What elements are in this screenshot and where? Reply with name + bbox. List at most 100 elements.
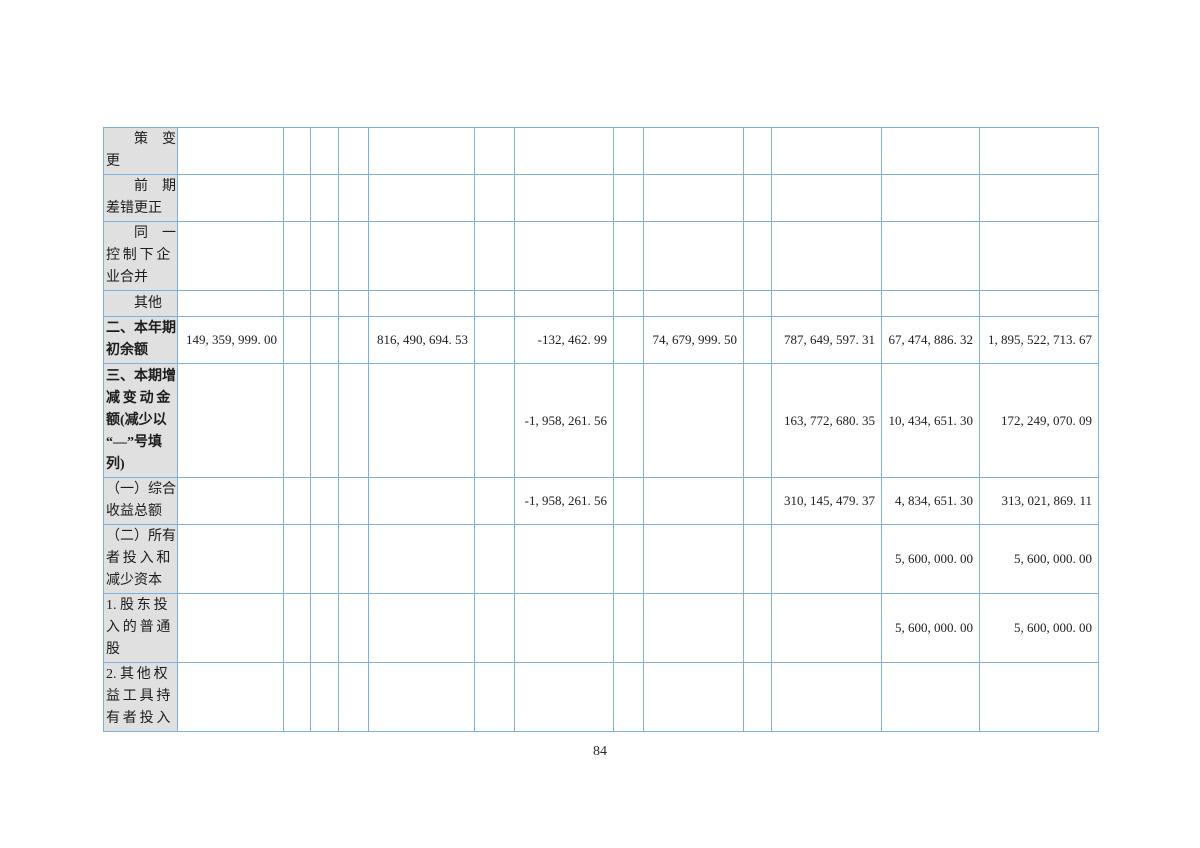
amount-cell: 816, 490, 694. 53	[368, 316, 475, 364]
row-label: 三、本期增 减 变 动 金 额(减少以 “—”号填 列)	[103, 363, 178, 478]
empty-cell	[283, 524, 311, 594]
empty-cell	[338, 477, 369, 525]
empty-cell	[881, 290, 980, 317]
empty-cell	[643, 290, 744, 317]
empty-cell	[474, 477, 515, 525]
empty-cell	[514, 174, 614, 222]
empty-cell	[613, 290, 644, 317]
row-label: 其他	[103, 290, 178, 317]
empty-cell	[771, 524, 882, 594]
empty-cell	[643, 524, 744, 594]
empty-cell	[743, 316, 772, 364]
row-label: 二、本年期 初余额	[103, 316, 178, 364]
empty-cell	[514, 127, 614, 175]
empty-cell	[643, 477, 744, 525]
amount-cell: 313, 021, 869. 11	[979, 477, 1099, 525]
empty-cell	[368, 290, 475, 317]
empty-cell	[771, 174, 882, 222]
empty-cell	[979, 221, 1099, 291]
empty-cell	[368, 662, 475, 732]
empty-cell	[743, 477, 772, 525]
empty-cell	[310, 290, 339, 317]
empty-cell	[979, 290, 1099, 317]
empty-cell	[310, 593, 339, 663]
empty-cell	[338, 662, 369, 732]
table-row-other: 其他	[103, 290, 1099, 317]
empty-cell	[979, 662, 1099, 732]
empty-cell	[743, 593, 772, 663]
amount-cell: -1, 958, 261. 56	[514, 477, 614, 525]
empty-cell	[474, 174, 515, 222]
empty-cell	[643, 363, 744, 478]
empty-cell	[514, 524, 614, 594]
amount-cell: -1, 958, 261. 56	[514, 363, 614, 478]
amount-cell: 5, 600, 000. 00	[979, 524, 1099, 594]
empty-cell	[474, 662, 515, 732]
empty-cell	[743, 662, 772, 732]
empty-cell	[368, 363, 475, 478]
empty-cell	[368, 174, 475, 222]
table-row-accounting-policy-change-continued: 策 变 更	[103, 127, 1099, 175]
empty-cell	[338, 290, 369, 317]
empty-cell	[283, 477, 311, 525]
empty-cell	[177, 477, 284, 525]
empty-cell	[177, 174, 284, 222]
empty-cell	[613, 174, 644, 222]
empty-cell	[743, 127, 772, 175]
page-number: 84	[593, 744, 607, 759]
empty-cell	[643, 662, 744, 732]
row-label: 2. 其 他 权 益 工 具 持 有 者 投 入	[103, 662, 178, 732]
amount-cell: 172, 249, 070. 09	[979, 363, 1099, 478]
empty-cell	[338, 221, 369, 291]
empty-cell	[310, 316, 339, 364]
row-label: 1. 股 东 投 入 的 普 通 股	[103, 593, 178, 663]
empty-cell	[474, 290, 515, 317]
amount-cell: 5, 600, 000. 00	[979, 593, 1099, 663]
empty-cell	[310, 174, 339, 222]
empty-cell	[474, 524, 515, 594]
empty-cell	[613, 593, 644, 663]
row-label: 同 一 控 制 下 企 业合并	[103, 221, 178, 291]
empty-cell	[474, 221, 515, 291]
amount-cell: 149, 359, 999. 00	[177, 316, 284, 364]
empty-cell	[613, 477, 644, 525]
empty-cell	[283, 221, 311, 291]
row-label: 策 变 更	[103, 127, 178, 175]
empty-cell	[310, 221, 339, 291]
amount-cell: 67, 474, 886. 32	[881, 316, 980, 364]
amount-cell: 1, 895, 522, 713. 67	[979, 316, 1099, 364]
amount-cell: 163, 772, 680. 35	[771, 363, 882, 478]
empty-cell	[881, 127, 980, 175]
empty-cell	[474, 127, 515, 175]
empty-cell	[881, 174, 980, 222]
empty-cell	[643, 127, 744, 175]
empty-cell	[613, 127, 644, 175]
empty-cell	[368, 524, 475, 594]
empty-cell	[310, 363, 339, 478]
empty-cell	[643, 174, 744, 222]
row-label: （一）综合 收益总额	[103, 477, 178, 525]
equity-change-table: 策 变 更 前 期 差错更正 同 一 控 制 下 企 业合并 其他 二、本年期 初…	[103, 127, 1099, 732]
row-label: 前 期 差错更正	[103, 174, 178, 222]
empty-cell	[643, 221, 744, 291]
empty-cell	[979, 127, 1099, 175]
empty-cell	[474, 593, 515, 663]
table-row-current-period-increase-decrease-amount: 三、本期增 减 变 动 金 额(减少以 “—”号填 列) -1, 958, 261…	[103, 363, 1099, 478]
empty-cell	[310, 524, 339, 594]
empty-cell	[177, 127, 284, 175]
amount-cell: 310, 145, 479. 37	[771, 477, 882, 525]
empty-cell	[613, 524, 644, 594]
amount-cell: 5, 600, 000. 00	[881, 524, 980, 594]
empty-cell	[283, 290, 311, 317]
empty-cell	[368, 127, 475, 175]
table-row-capital-contributed-by-other-equity-instrument-holders: 2. 其 他 权 益 工 具 持 有 者 投 入	[103, 662, 1099, 732]
empty-cell	[613, 363, 644, 478]
empty-cell	[881, 662, 980, 732]
empty-cell	[743, 221, 772, 291]
table-row-opening-balance-of-current-year: 二、本年期 初余额 149, 359, 999. 00 816, 490, 694.…	[103, 316, 1099, 364]
amount-cell: 4, 834, 651. 30	[881, 477, 980, 525]
empty-cell	[771, 290, 882, 317]
amount-cell: 10, 434, 651. 30	[881, 363, 980, 478]
table-row-total-comprehensive-income: （一）综合 收益总额 -1, 958, 261. 56 310, 145, 479.…	[103, 477, 1099, 525]
table-row-business-combination-under-common-control: 同 一 控 制 下 企 业合并	[103, 221, 1099, 291]
